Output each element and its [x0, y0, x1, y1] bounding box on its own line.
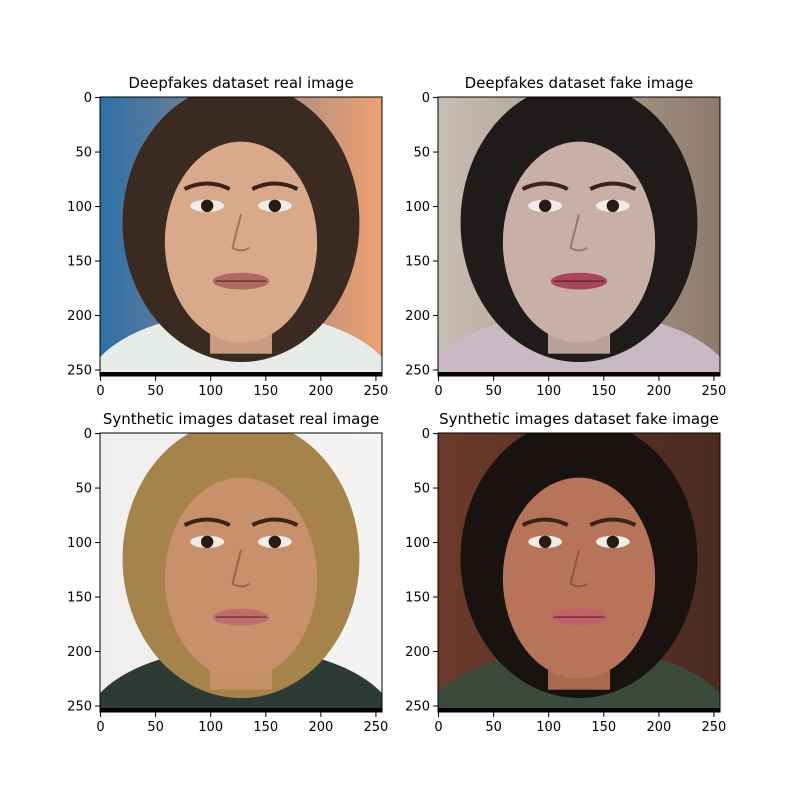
- y-tick-label: 0: [422, 91, 430, 106]
- y-tick-label: 150: [405, 591, 430, 606]
- face-image: [438, 97, 720, 376]
- x-tick-label: 50: [147, 384, 164, 399]
- x-tick-label: 250: [364, 720, 389, 735]
- y-tick-label: 250: [405, 364, 430, 379]
- y-tick-label: 100: [405, 536, 430, 551]
- face-shape: [164, 141, 318, 343]
- y-tick-label: 150: [67, 255, 92, 270]
- y-tick-label: 50: [75, 482, 92, 497]
- subplot-1: Deepfakes dataset real image 0 50 100 150 200…: [67, 74, 389, 399]
- axes-frame: [99, 432, 383, 713]
- y-tick-label: 0: [422, 427, 430, 442]
- subplot-2: Deepfakes dataset fake image 0 50 100 150 200…: [405, 74, 727, 399]
- subplot-4: Synthetic images dataset fake image 0 50 10…: [405, 410, 727, 735]
- x-tick-label: 250: [702, 720, 727, 735]
- x-tick-label: 0: [96, 720, 104, 735]
- y-tick-label: 250: [67, 700, 92, 715]
- face-image: [100, 433, 382, 712]
- y-tick-label: 200: [405, 309, 430, 324]
- y-tick-label: 200: [67, 645, 92, 660]
- x-tick-label: 100: [536, 720, 561, 735]
- x-tick-label: 100: [198, 384, 223, 399]
- subplot-title: Deepfakes dataset real image: [128, 74, 353, 92]
- x-tick-label: 250: [702, 384, 727, 399]
- y-tick-label: 50: [413, 482, 430, 497]
- y-tick-label: 50: [413, 146, 430, 161]
- x-tick-label: 150: [591, 720, 616, 735]
- y-tick-label: 100: [405, 200, 430, 215]
- x-tick-label: 250: [364, 384, 389, 399]
- y-tick-label: 0: [84, 91, 92, 106]
- y-tick-label: 250: [67, 364, 92, 379]
- x-tick-label: 0: [96, 384, 104, 399]
- y-tick-label: 250: [405, 700, 430, 715]
- x-tick-label: 200: [308, 720, 333, 735]
- y-tick-label: 100: [67, 536, 92, 551]
- y-tick-label: 100: [67, 200, 92, 215]
- x-tick-label: 0: [434, 384, 442, 399]
- y-tick-label: 150: [67, 591, 92, 606]
- axes-frame: [99, 96, 383, 377]
- axes-frame: [437, 432, 721, 713]
- x-tick-label: 100: [536, 384, 561, 399]
- x-tick-label: 150: [253, 384, 278, 399]
- subplot-title: Synthetic images dataset fake image: [439, 410, 719, 428]
- face-shape: [164, 477, 318, 679]
- face-shape: [502, 141, 656, 343]
- x-tick-label: 50: [147, 720, 164, 735]
- x-tick-label: 150: [253, 720, 278, 735]
- x-tick-label: 200: [308, 384, 333, 399]
- y-tick-label: 200: [67, 309, 92, 324]
- y-tick-label: 0: [84, 427, 92, 442]
- y-tick-label: 200: [405, 645, 430, 660]
- face-image: [438, 433, 720, 712]
- x-tick-label: 200: [646, 384, 671, 399]
- face-image: [100, 97, 382, 376]
- subplot-3: Synthetic images dataset real image 0 50 10…: [67, 410, 389, 735]
- x-tick-label: 100: [198, 720, 223, 735]
- y-tick-label: 150: [405, 255, 430, 270]
- axes-frame: [437, 96, 721, 377]
- x-tick-label: 0: [434, 720, 442, 735]
- subplot-title: Synthetic images dataset real image: [103, 410, 379, 428]
- y-tick-label: 50: [75, 146, 92, 161]
- subplot-title: Deepfakes dataset fake image: [465, 74, 694, 92]
- x-tick-label: 150: [591, 384, 616, 399]
- x-tick-label: 200: [646, 720, 671, 735]
- x-tick-label: 50: [485, 384, 502, 399]
- x-tick-label: 50: [485, 720, 502, 735]
- face-shape: [502, 477, 656, 679]
